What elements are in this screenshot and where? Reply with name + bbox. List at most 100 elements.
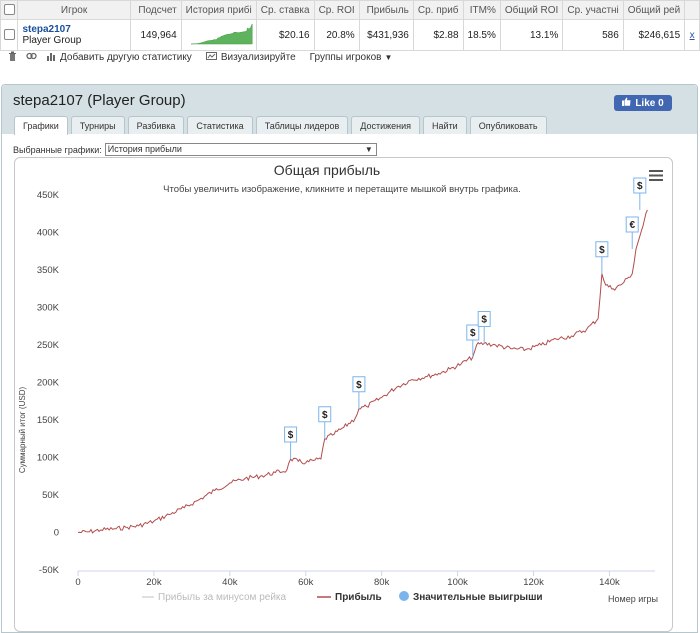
column-header[interactable]: Игрок	[17, 0, 131, 20]
big-win-flag[interactable]: $	[284, 426, 298, 459]
panel-tabs: Графики Турниры Разбивка Статистика Табл…	[14, 116, 547, 135]
y-tick-label: 100K	[37, 453, 60, 464]
x-tick-label: 20k	[146, 577, 162, 588]
column-header[interactable]: История прибі	[180, 0, 257, 20]
panel-header: stepa2107 (Player Group) Like 0 Графики …	[2, 85, 697, 135]
big-win-flag[interactable]: $	[477, 311, 491, 344]
legend-item-big-wins[interactable]: Значительные выигрыши	[399, 591, 543, 603]
avg-stake-cell: $20.16	[255, 19, 315, 51]
row-checkbox[interactable]	[3, 29, 15, 41]
profit-cell: $431,936	[358, 19, 414, 51]
player-cell[interactable]: stepa2107 Player Group	[17, 19, 131, 51]
big-win-flag[interactable]: €	[625, 216, 639, 249]
chart-icon	[46, 51, 56, 64]
y-tick-label: 350K	[37, 265, 60, 276]
chart-subtitle: Чтобы увеличить изображение, кликните и …	[163, 184, 521, 195]
y-tick-label: 50K	[42, 490, 60, 501]
x-tick-label: 40k	[222, 577, 238, 588]
big-win-flag[interactable]: $	[633, 177, 647, 210]
add-stats-button[interactable]: Добавить другую статистику	[46, 51, 192, 64]
chart-container[interactable]: Общая прибыль Чтобы увеличить изображени…	[14, 157, 673, 632]
player-groups-dropdown[interactable]: Группы игроков ▼	[310, 52, 393, 63]
column-header-close	[684, 0, 700, 20]
x-tick-label: 140k	[599, 577, 620, 588]
tab-statistics[interactable]: Статистика	[187, 116, 253, 134]
header-select-all[interactable]	[0, 0, 19, 20]
big-win-flag[interactable]: $	[466, 324, 480, 357]
column-header[interactable]: Ср. приб	[412, 0, 464, 20]
big-win-symbol: $	[481, 315, 487, 326]
remove-row-button[interactable]: x	[684, 19, 700, 51]
total-rake-cell: $246,615	[622, 19, 686, 51]
y-tick-label: 300K	[37, 303, 60, 314]
legend-item-profit[interactable]: Прибыль	[317, 591, 382, 603]
player-groups-label: Группы игроков	[309, 51, 382, 63]
y-tick-label: 150K	[37, 415, 60, 426]
itm-cell: 18.5%	[462, 19, 501, 51]
table-row[interactable]: stepa2107 Player Group 149,964 $20.16 20…	[0, 19, 700, 51]
big-win-symbol: $	[288, 430, 294, 441]
big-win-flag[interactable]: $	[352, 376, 366, 409]
y-tick-label: 400K	[37, 228, 60, 239]
big-win-flag[interactable]: $	[318, 406, 332, 439]
tab-charts[interactable]: Графики	[14, 116, 68, 135]
big-win-symbol: $	[356, 380, 362, 391]
select-all-checkbox[interactable]	[3, 4, 15, 16]
profit-chart[interactable]: Общая прибыль Чтобы увеличить изображени…	[15, 158, 674, 633]
column-header[interactable]: Подсчет	[129, 0, 182, 20]
trash-icon[interactable]	[8, 51, 17, 64]
y-tick-label: -50K	[39, 565, 60, 576]
x-tick-label: 0	[75, 577, 80, 588]
tab-find[interactable]: Найти	[423, 116, 467, 134]
table-header-row: Игрок Подсчет История прибі Ср. ставка С…	[0, 0, 700, 20]
visualize-button[interactable]: Визуализируйте	[205, 51, 296, 64]
tab-publish[interactable]: Опубликовать	[469, 116, 547, 134]
column-header[interactable]: Прибыль	[358, 0, 414, 20]
big-win-symbol: €	[629, 220, 635, 231]
stats-table: Игрок Подсчет История прибі Ср. ставка С…	[0, 0, 700, 51]
column-header[interactable]: Ср. участні	[562, 0, 624, 20]
menu-icon[interactable]	[649, 170, 663, 181]
chart-select-row: Выбранные графики: История прибыли ▼	[13, 143, 377, 156]
row-select-cell[interactable]	[0, 19, 19, 51]
tab-breakdown[interactable]: Разбивка	[127, 116, 185, 134]
column-header[interactable]: Ср. ставка	[255, 0, 315, 20]
chart-select[interactable]: История прибыли ▼	[104, 143, 377, 156]
big-win-flag[interactable]: $	[595, 241, 609, 274]
tab-tournaments[interactable]: Турниры	[70, 116, 125, 134]
chart-select-value: История прибыли	[107, 144, 182, 154]
add-stats-label: Добавить другую статистику	[60, 51, 192, 63]
table-toolbar: Добавить другую статистику Визуализируйт…	[0, 47, 700, 67]
player-name-link[interactable]: stepa2107	[22, 24, 71, 35]
tab-leaderboards[interactable]: Таблицы лидеров	[255, 116, 349, 134]
big-win-symbol: $	[470, 328, 476, 339]
y-axis-label: Суммарный итог (USD)	[18, 387, 27, 474]
column-header[interactable]: Общий рей	[622, 0, 686, 20]
column-header[interactable]: Ср. ROI	[313, 0, 360, 20]
chart-select-label: Выбранные графики:	[13, 144, 102, 155]
x-tick-label: 100k	[447, 577, 468, 588]
big-win-symbol: $	[599, 245, 605, 256]
x-tick-label: 80k	[374, 577, 390, 588]
player-panel: stepa2107 (Player Group) Like 0 Графики …	[1, 84, 698, 633]
column-header[interactable]: Общий ROI	[499, 0, 564, 20]
chart-legend: Прибыль за минусом рейка Прибыль Значите…	[142, 591, 543, 603]
big-win-symbol: $	[637, 181, 643, 192]
facebook-like-button[interactable]: Like 0	[614, 95, 672, 111]
count-cell: 149,964	[129, 19, 182, 51]
chart-title: Общая прибыль	[274, 162, 380, 178]
profit-series-line[interactable]	[77, 209, 648, 534]
link-icon[interactable]	[26, 51, 37, 64]
tab-achievements[interactable]: Достижения	[351, 116, 421, 134]
y-tick-label: 250K	[37, 340, 60, 351]
x-tick-label: 120k	[523, 577, 544, 588]
y-tick-label: 450K	[37, 190, 60, 201]
legend-item-net-profit[interactable]: Прибыль за минусом рейка	[142, 591, 287, 603]
like-label: Like 0	[635, 97, 664, 109]
total-roi-cell: 13.1%	[499, 19, 564, 51]
like-icon	[622, 97, 631, 109]
column-header[interactable]: ITM%	[462, 0, 501, 20]
avg-profit-cell: $2.88	[412, 19, 464, 51]
x-axis-label: Номер игры	[608, 594, 658, 604]
avg-roi-cell: 20.8%	[313, 19, 360, 51]
